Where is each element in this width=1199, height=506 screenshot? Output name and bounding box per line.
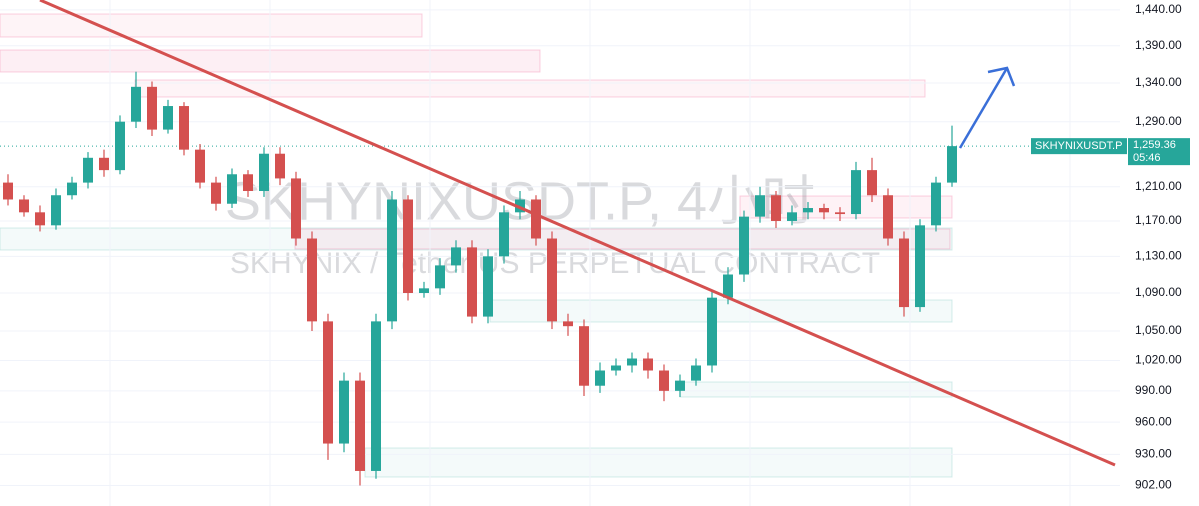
candle-body bbox=[611, 365, 621, 371]
candle-body bbox=[867, 170, 877, 196]
candle-body bbox=[915, 225, 925, 308]
candle-body bbox=[899, 238, 909, 308]
candle-body bbox=[147, 86, 157, 130]
candle-body bbox=[755, 195, 765, 217]
y-tick-label: 1,130.00 bbox=[1135, 249, 1182, 263]
candle-body bbox=[643, 358, 653, 371]
grid bbox=[0, 0, 1120, 506]
candle-body bbox=[3, 182, 13, 200]
candle-body bbox=[67, 182, 77, 196]
candle-body bbox=[307, 238, 317, 322]
candle-body bbox=[547, 238, 557, 322]
candle-body bbox=[771, 195, 781, 221]
arrow bbox=[958, 66, 1016, 149]
candle-body bbox=[627, 358, 637, 366]
price-label: 1,259.36 bbox=[1133, 139, 1176, 151]
candle-body bbox=[883, 195, 893, 239]
candle-body bbox=[531, 199, 541, 239]
candle-body bbox=[451, 247, 461, 266]
y-tick-label: 1,440.00 bbox=[1135, 2, 1182, 16]
y-tick-label: 960.00 bbox=[1135, 414, 1172, 428]
symbol-label-bg bbox=[1031, 138, 1127, 155]
price-axis: 1,440.00 1,390.00 1,340.00 1,290.00 1,210.00… bbox=[1031, 2, 1190, 492]
y-tick-label: 1,090.00 bbox=[1135, 285, 1182, 299]
candle-body bbox=[211, 182, 221, 204]
candle-body bbox=[275, 153, 285, 179]
countdown-label: 05:46 bbox=[1133, 152, 1161, 164]
y-tick-label: 1,050.00 bbox=[1135, 323, 1182, 337]
candle-body bbox=[35, 212, 45, 226]
candle-body bbox=[387, 199, 397, 322]
candle-body bbox=[467, 247, 477, 317]
candle-body bbox=[579, 326, 589, 386]
candle-body bbox=[179, 106, 189, 150]
candle-body bbox=[851, 170, 861, 215]
candle-body bbox=[131, 86, 141, 122]
candle-body bbox=[595, 370, 605, 386]
candle-body bbox=[739, 216, 749, 275]
candle-body bbox=[291, 178, 301, 239]
candle-body bbox=[675, 380, 685, 391]
candle-body bbox=[19, 199, 29, 213]
candle-body bbox=[563, 321, 573, 327]
candle-body bbox=[371, 321, 381, 471]
candle-body bbox=[339, 380, 349, 444]
candle-body bbox=[931, 182, 941, 226]
y-tick-label: 930.00 bbox=[1135, 447, 1172, 461]
candle-body bbox=[259, 153, 269, 192]
y-tick-label: 1,020.00 bbox=[1135, 353, 1182, 367]
candle-body bbox=[403, 199, 413, 293]
candle-body bbox=[707, 297, 717, 366]
y-tick-label: 902.00 bbox=[1135, 478, 1172, 492]
symbol-label: SKHYNIXUSDT.P bbox=[1035, 140, 1122, 152]
candle-body bbox=[115, 121, 125, 171]
trendline bbox=[39, 0, 1116, 467]
candle-body bbox=[419, 288, 429, 293]
candles bbox=[3, 71, 957, 486]
y-tick-label: 1,390.00 bbox=[1135, 38, 1182, 52]
candle-body bbox=[499, 212, 509, 257]
candle-body bbox=[787, 212, 797, 221]
y-tick-label: 1,290.00 bbox=[1135, 114, 1182, 128]
candle-body bbox=[803, 208, 813, 213]
candle-body bbox=[691, 365, 701, 381]
candle-body bbox=[819, 208, 829, 213]
y-tick-label: 1,340.00 bbox=[1135, 75, 1182, 89]
candle-body bbox=[195, 149, 205, 183]
y-tick-label: 1,210.00 bbox=[1135, 179, 1182, 193]
y-tick-label: 1,170.00 bbox=[1135, 213, 1182, 227]
candle-body bbox=[243, 174, 253, 192]
candle-body bbox=[659, 370, 669, 391]
candle-body bbox=[83, 157, 93, 183]
candle-body bbox=[483, 256, 493, 317]
candle-body bbox=[323, 321, 333, 444]
price-label-bg bbox=[1128, 138, 1190, 166]
candle-body bbox=[515, 199, 525, 213]
candle-body bbox=[947, 146, 957, 183]
candle-body bbox=[227, 174, 237, 204]
candle-body bbox=[435, 265, 445, 289]
candle-body bbox=[835, 212, 845, 215]
y-tick-label: 990.00 bbox=[1135, 383, 1172, 397]
candle-body bbox=[355, 380, 365, 471]
candle-body bbox=[51, 195, 61, 226]
candle-body bbox=[723, 274, 733, 298]
candle-body bbox=[163, 106, 173, 130]
candle-body bbox=[99, 157, 109, 171]
